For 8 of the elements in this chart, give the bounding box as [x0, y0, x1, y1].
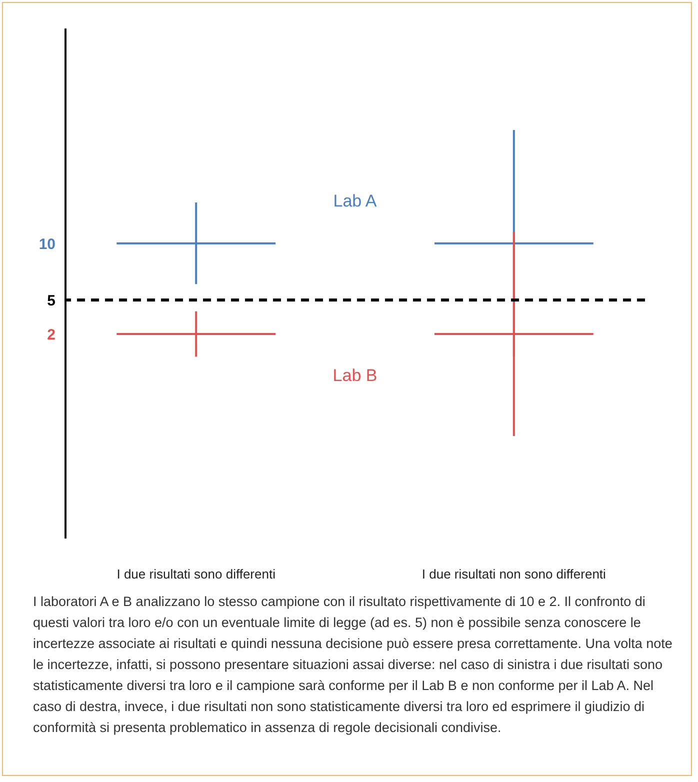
y-tick-label: 2: [47, 326, 56, 344]
text: Lab B: [332, 366, 378, 385]
x-tick-label: I due risultati non sono differenti: [422, 566, 606, 582]
text: Lab A: [333, 191, 378, 210]
text: I laboratori A e B analizzano lo stesso campione con il risultato rispettivamente di 10 e 2. Il confronto di questi valori tra loro e/o con un eventuale limite di legge (ad es. 5) non è possibile senza conoscere le incertezze associate ai risultati e quindi nessuna decisione può essere presa correttamente. Una volta note le incertezze, infatti, si possono presentare situazioni assai diverse: nel caso di sinistra i due risultati sono statisticamente diversi tra loro e il campione sarà conforme per il Lab B e non conforme per il Lab A. Nel caso di destra, invece, i due risultati non sono statisticamente diversi tra loro ed esprimere il giudizio di conformità si presenta problematico in assenza di regole decisionali condivise.: [33, 593, 673, 737]
x-tick-label: I due risultati sono differenti: [116, 566, 276, 582]
y-tick-label: 5: [47, 292, 56, 310]
y-tick-label: 10: [38, 236, 56, 253]
